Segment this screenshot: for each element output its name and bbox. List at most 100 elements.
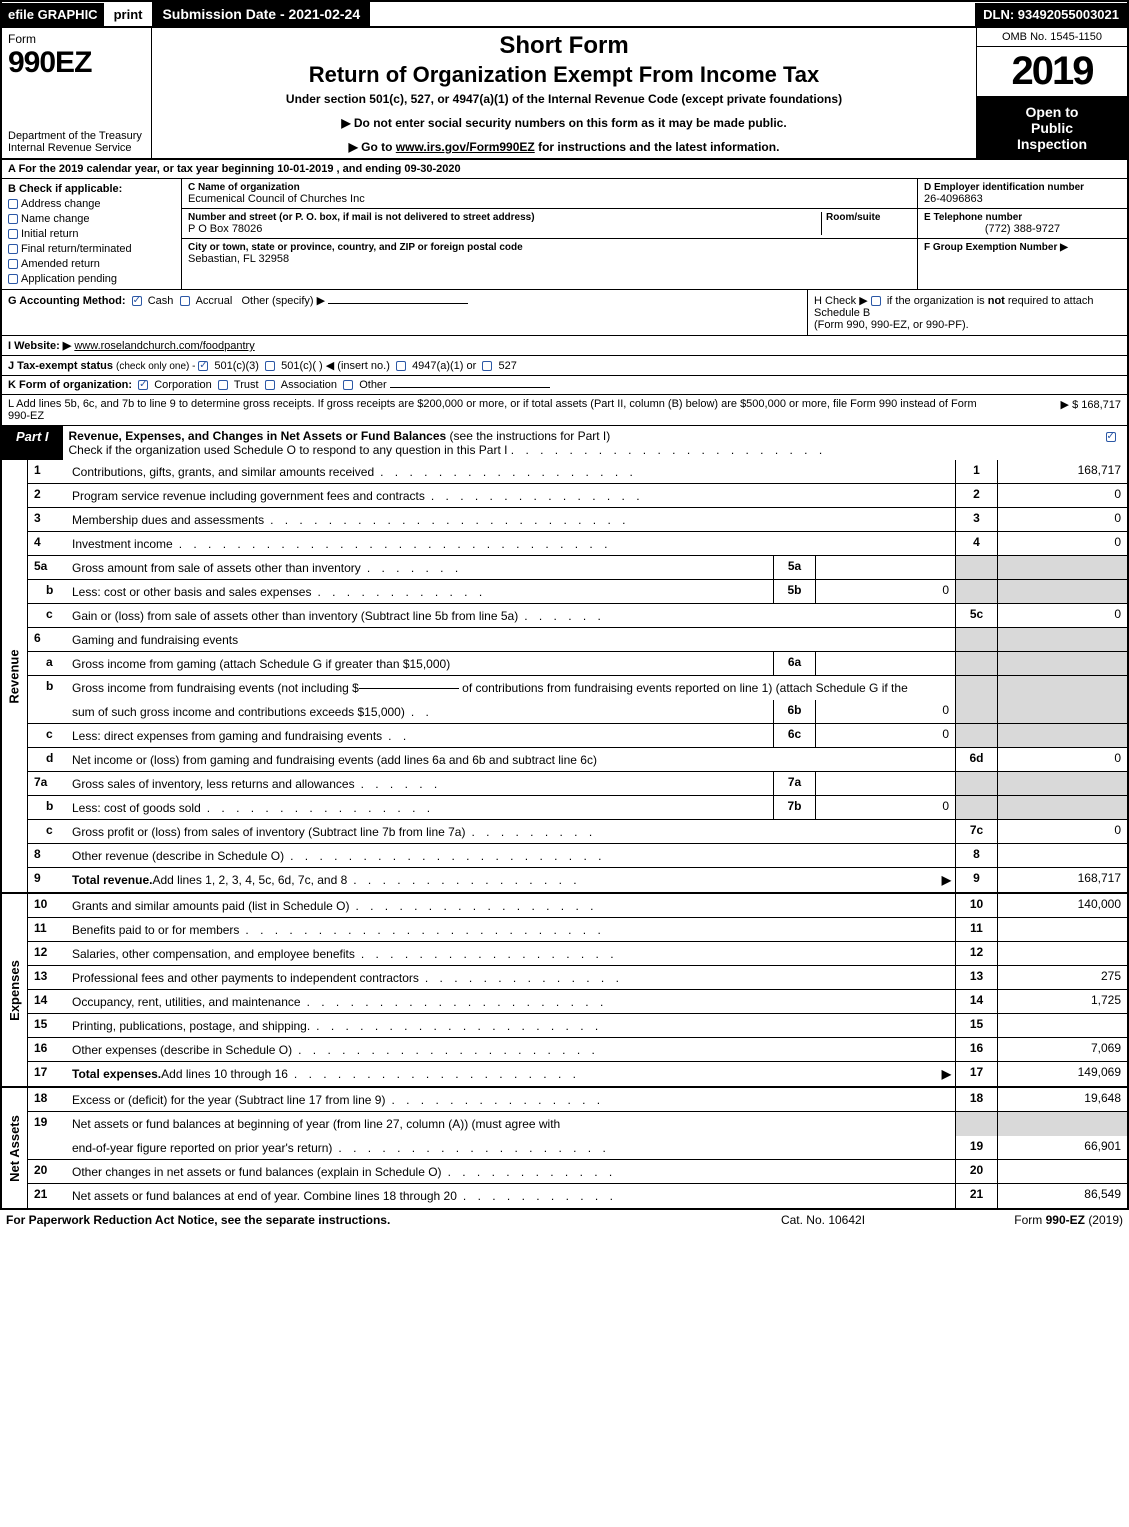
line-7a-num: 7a — [28, 772, 68, 795]
line-8-desc: Other revenue (describe in Schedule O) — [72, 849, 284, 863]
line-11-amt — [997, 918, 1127, 941]
line-19-r2: end-of-year figure reported on prior yea… — [28, 1136, 1127, 1160]
ein-value: 26-4096863 — [924, 193, 1121, 205]
line-19-greyamt — [997, 1112, 1127, 1136]
efile-label: efile GRAPHIC — [2, 3, 104, 26]
line-2-desc: Program service revenue including govern… — [72, 489, 425, 503]
line-20-col: 20 — [955, 1160, 997, 1183]
line-3: 3 Membership dues and assessments. . . .… — [28, 508, 1127, 532]
line-6b-fill[interactable] — [359, 688, 459, 689]
line-13-desc: Professional fees and other payments to … — [72, 971, 419, 985]
chk-trust[interactable] — [218, 380, 228, 390]
info-block: B Check if applicable: Address change Na… — [0, 179, 1129, 290]
line-6c-ibox: 6c — [773, 724, 815, 747]
line-5c-desc: Gain or (loss) from sale of assets other… — [72, 609, 518, 623]
opt-application-pending[interactable]: Application pending — [8, 273, 175, 285]
chk-h[interactable] — [871, 296, 881, 306]
chk-501c3[interactable] — [198, 361, 208, 371]
line-6c: c Less: direct expenses from gaming and … — [28, 724, 1127, 748]
line-6a-grey — [955, 652, 997, 675]
line-12: 12 Salaries, other compensation, and emp… — [28, 942, 1127, 966]
line-19-num2 — [28, 1136, 68, 1159]
line-15-amt — [997, 1014, 1127, 1037]
opt-initial-return[interactable]: Initial return — [8, 228, 175, 240]
part1-header: Part I Revenue, Expenses, and Changes in… — [0, 426, 1129, 460]
line-5c-amt: 0 — [997, 604, 1127, 627]
line-20-amt — [997, 1160, 1127, 1183]
form-header: Form 990EZ Department of the Treasury In… — [0, 28, 1129, 160]
line-16-num: 16 — [28, 1038, 68, 1061]
line-8-amt — [997, 844, 1127, 867]
line-19-d2: end-of-year figure reported on prior yea… — [72, 1141, 332, 1155]
opt-final-return[interactable]: Final return/terminated — [8, 243, 175, 255]
irs-link[interactable]: www.irs.gov/Form990EZ — [396, 140, 535, 154]
line-6b-grey2 — [955, 700, 997, 723]
print-label[interactable]: print — [104, 3, 153, 26]
line-7b-grey — [955, 796, 997, 819]
line-5c: c Gain or (loss) from sale of assets oth… — [28, 604, 1127, 628]
line-6b-r2: sum of such gross income and contributio… — [28, 700, 1127, 724]
omb-number: OMB No. 1545-1150 — [977, 28, 1127, 47]
line-7a-grey — [955, 772, 997, 795]
website-url[interactable]: www.roselandchurch.com/foodpantry — [74, 340, 254, 352]
line-1-amt: 168,717 — [997, 460, 1127, 483]
opt-amended-return[interactable]: Amended return — [8, 258, 175, 270]
chk-assoc[interactable] — [265, 380, 275, 390]
line-6a-num: a — [28, 652, 68, 675]
line-20-num: 20 — [28, 1160, 68, 1183]
line-5a-ibox: 5a — [773, 556, 815, 579]
line-7a: 7a Gross sales of inventory, less return… — [28, 772, 1127, 796]
line-10-amt: 140,000 — [997, 894, 1127, 917]
expenses-label: Expenses — [2, 894, 28, 1086]
line-13-amt: 275 — [997, 966, 1127, 989]
line-3-amt: 0 — [997, 508, 1127, 531]
line-h-t4: (Form 990, 990-EZ, or 990-PF). — [814, 319, 969, 331]
opt-accrual: Accrual — [196, 295, 233, 307]
line-2-col: 2 — [955, 484, 997, 507]
city-row: City or town, state or province, country… — [182, 239, 917, 268]
opt-name-change[interactable]: Name change — [8, 213, 175, 225]
line-12-desc: Salaries, other compensation, and employ… — [72, 947, 355, 961]
chk-527[interactable] — [482, 361, 492, 371]
line-3-desc: Membership dues and assessments — [72, 513, 264, 527]
line-15-desc: Printing, publications, postage, and shi… — [72, 1019, 310, 1033]
chk-cash[interactable] — [132, 296, 142, 306]
chk-accrual[interactable] — [180, 296, 190, 306]
line-21-num: 21 — [28, 1184, 68, 1208]
chk-501c[interactable] — [265, 361, 275, 371]
line-19-num: 19 — [28, 1112, 68, 1136]
line-5a-desc: Gross amount from sale of assets other t… — [72, 561, 361, 575]
header-right: OMB No. 1545-1150 2019 Open to Public In… — [977, 28, 1127, 158]
paperwork-notice: For Paperwork Reduction Act Notice, see … — [6, 1213, 723, 1227]
line-6b-d2: of contributions from fundraising events… — [462, 681, 908, 695]
form-ref: Form 990-EZ (2019) — [923, 1213, 1123, 1227]
line-k: K Form of organization: Corporation Trus… — [0, 376, 1129, 395]
line-14: 14 Occupancy, rent, utilities, and maint… — [28, 990, 1127, 1014]
line-5b-ibox: 5b — [773, 580, 815, 603]
line-10-num: 10 — [28, 894, 68, 917]
page-footer: For Paperwork Reduction Act Notice, see … — [0, 1210, 1129, 1230]
line-6b-ibox: 6b — [773, 700, 815, 723]
line-6b-num2 — [28, 700, 68, 723]
line-6d-amt: 0 — [997, 748, 1127, 771]
line-5b: b Less: cost or other basis and sales ex… — [28, 580, 1127, 604]
other-specify-line[interactable] — [328, 303, 468, 304]
line-14-amt: 1,725 — [997, 990, 1127, 1013]
ssn-note: ▶ Do not enter social security numbers o… — [162, 116, 966, 130]
line-6c-desc: Less: direct expenses from gaming and fu… — [72, 729, 382, 743]
line-5a-grey — [955, 556, 997, 579]
opt-address-change[interactable]: Address change — [8, 198, 175, 210]
section-b-title: B Check if applicable: — [8, 183, 175, 195]
inspect-l3: Inspection — [981, 136, 1123, 152]
line-10: 10 Grants and similar amounts paid (list… — [28, 894, 1127, 918]
chk-corp[interactable] — [138, 380, 148, 390]
chk-4947[interactable] — [396, 361, 406, 371]
line-1-num: 1 — [28, 460, 68, 483]
chk-other-org[interactable] — [343, 380, 353, 390]
part1-checkbox[interactable] — [1097, 426, 1127, 460]
line-4-desc: Investment income — [72, 537, 173, 551]
other-org-line[interactable] — [390, 387, 550, 388]
line-11: 11 Benefits paid to or for members. . . … — [28, 918, 1127, 942]
part1-title-rest: (see the instructions for Part I) — [450, 429, 611, 443]
line-17-bold: Total expenses. — [72, 1067, 161, 1081]
